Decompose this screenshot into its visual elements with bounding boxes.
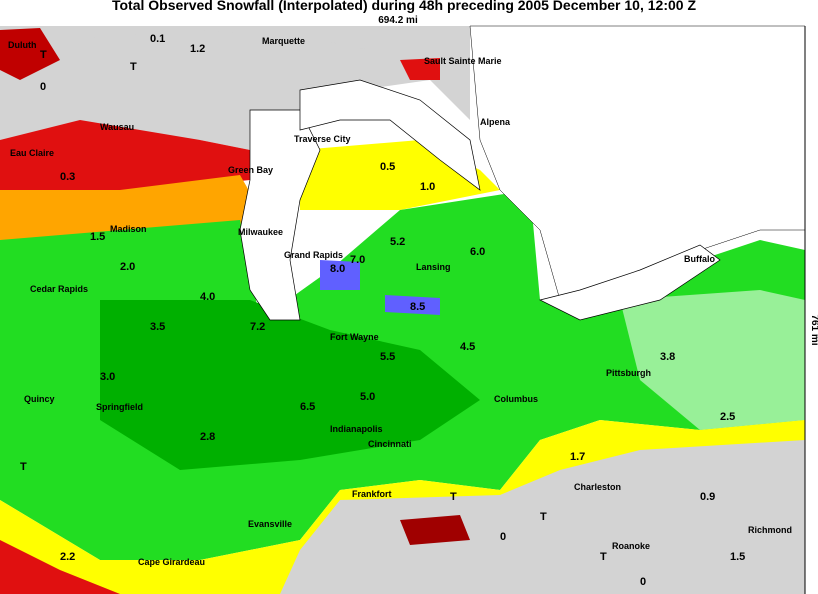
observation-value: 2.8 xyxy=(200,431,215,443)
city-label: Green Bay xyxy=(228,165,273,175)
snow-band xyxy=(400,515,470,545)
land xyxy=(60,30,420,80)
observation-value: 0 xyxy=(640,576,646,588)
city-label: Evansville xyxy=(248,519,292,529)
land-no-snow xyxy=(280,440,805,594)
observation-value: 1.7 xyxy=(570,451,585,463)
observation-value: 1.5 xyxy=(730,551,745,563)
city-label: Lansing xyxy=(416,262,451,272)
observation-value: T xyxy=(450,491,457,503)
snow-band xyxy=(620,290,805,430)
title: Total Observed Snowfall (Interpolated) d… xyxy=(112,0,696,13)
observation-value: 5.5 xyxy=(380,351,395,363)
city-label: Madison xyxy=(110,224,147,234)
map-area xyxy=(0,25,806,594)
observation-value: 3.8 xyxy=(660,351,675,363)
snow-band xyxy=(385,295,440,315)
lake-huron xyxy=(299,79,481,191)
city-label: Fort Wayne xyxy=(330,332,379,342)
city-label: Marquette xyxy=(262,36,305,46)
observation-value: T xyxy=(540,511,547,523)
city-label: Grand Rapids xyxy=(284,250,343,260)
city-label: Cedar Rapids xyxy=(30,284,88,294)
observation-value: T xyxy=(130,61,137,73)
city-label: Cincinnati xyxy=(368,439,412,449)
observation-value: 1.2 xyxy=(190,43,205,55)
height-scale: 761 mi xyxy=(809,314,818,345)
observation-value: 0.9 xyxy=(700,491,715,503)
city-label: Columbus xyxy=(494,394,538,404)
city-label: Sault Sainte Marie xyxy=(424,56,502,66)
observation-value: 5.0 xyxy=(360,391,375,403)
observation-value: 0.3 xyxy=(60,171,75,183)
observation-value: 5.2 xyxy=(390,236,405,248)
city-label: Quincy xyxy=(24,394,55,404)
snow-band xyxy=(0,120,250,200)
observations: T 0.1 1.2 T 0 0.3 1.5 2.0 0.5 1.0 8.0 7.0 8.5 5.2 6.0 4… xyxy=(20,33,745,588)
observation-value: 0 xyxy=(500,531,506,543)
snow-band xyxy=(400,58,440,80)
lake-michigan xyxy=(239,109,321,321)
observation-value: 8.5 xyxy=(410,301,425,313)
snow-band xyxy=(100,300,480,470)
observation-value: 4.5 xyxy=(460,341,475,353)
city-label: Duluth xyxy=(8,40,37,50)
city-label: Alpena xyxy=(480,117,511,127)
lake-erie xyxy=(538,244,721,321)
observation-value: 0 xyxy=(40,81,46,93)
city-label: Roanoke xyxy=(612,541,650,551)
observation-value: 6.0 xyxy=(470,246,485,258)
observation-value: 6.5 xyxy=(300,401,315,413)
observation-value: 0.5 xyxy=(380,161,395,173)
city-label: Richmond xyxy=(748,525,792,535)
observation-value: 7.2 xyxy=(250,321,265,333)
observation-value: T xyxy=(20,461,27,473)
observation-value: 3.5 xyxy=(150,321,165,333)
city-label: Wausau xyxy=(100,122,134,132)
snow-band xyxy=(0,28,60,80)
snow-band xyxy=(320,260,360,290)
city-label: Buffalo xyxy=(684,254,715,264)
observation-value: T xyxy=(600,551,607,563)
observation-value: 1.0 xyxy=(420,181,435,193)
observation-value: 0.1 xyxy=(150,33,165,45)
observation-value: 2.2 xyxy=(60,551,75,563)
snow-band xyxy=(0,540,120,594)
city-label: Indianapolis xyxy=(330,424,383,434)
observation-value: 4.0 xyxy=(200,291,215,303)
observation-value: 8.0 xyxy=(330,263,345,275)
width-scale: 694.2 mi xyxy=(378,15,418,26)
observation-value: 7.0 xyxy=(350,254,365,266)
observation-value: 1.5 xyxy=(90,231,105,243)
observation-value: 2.5 xyxy=(720,411,735,423)
observation-value: 2.0 xyxy=(120,261,135,273)
city-label: Eau Claire xyxy=(10,148,54,158)
city-labels: Duluth Marquette Sault Sainte Marie Wausau A… xyxy=(8,36,792,567)
city-label: Milwaukee xyxy=(238,227,283,237)
observation-value: T xyxy=(40,49,47,61)
city-label: Traverse City xyxy=(294,134,351,144)
city-label: Cape Girardeau xyxy=(138,557,205,567)
observation-value: 3.0 xyxy=(100,371,115,383)
city-label: Charleston xyxy=(574,482,621,492)
city-label: Springfield xyxy=(96,402,143,412)
city-label: Frankfort xyxy=(352,489,392,499)
city-label: Pittsburgh xyxy=(606,368,651,378)
